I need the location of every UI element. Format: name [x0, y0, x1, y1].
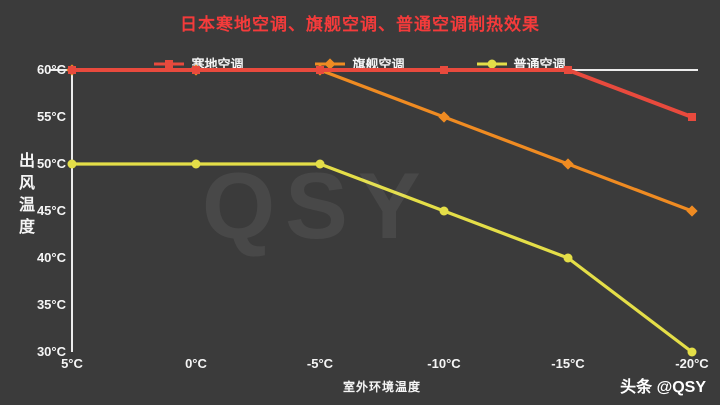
y-tick-label: 55°C	[36, 109, 66, 124]
legend-marker-icon	[315, 57, 346, 70]
data-point	[438, 111, 450, 123]
data-point	[67, 159, 77, 169]
legend-marker-icon	[476, 59, 507, 68]
data-point	[191, 159, 201, 169]
data-point	[562, 158, 574, 170]
x-tick-label: -5°C	[306, 356, 334, 371]
data-point	[564, 66, 572, 74]
legend-marker-icon	[154, 59, 185, 68]
chart-title: 日本寒地空调、旗舰空调、普通空调制热效果	[180, 15, 540, 34]
data-point	[192, 66, 200, 74]
y-axis-label: 出风温度	[16, 152, 33, 240]
x-tick-label: 0°C	[185, 356, 207, 371]
data-point	[686, 205, 698, 217]
x-tick-label: -20°C	[675, 356, 709, 371]
y-tick-label: 45°C	[36, 203, 66, 218]
series-line	[70, 68, 694, 213]
x-axis-label: 室外环境温度	[342, 380, 421, 394]
brand-footer: 头条 @QSY	[620, 379, 706, 396]
y-tick-label: 60°C	[36, 62, 66, 77]
data-point	[688, 113, 696, 121]
data-point	[68, 66, 76, 74]
data-point	[440, 66, 448, 74]
y-tick-label: 40°C	[36, 250, 66, 265]
x-tick-label: -15°C	[551, 356, 585, 371]
series-line	[70, 162, 694, 354]
data-point	[563, 253, 573, 263]
x-tick-label: -10°C	[427, 356, 461, 371]
data-point	[316, 66, 324, 74]
y-tick-label: 35°C	[36, 297, 66, 312]
data-point	[439, 206, 449, 216]
series-line	[70, 68, 694, 119]
x-tick-label: 5°C	[61, 356, 83, 371]
data-point	[687, 347, 697, 357]
y-tick-label: 30°C	[36, 344, 66, 359]
data-point	[315, 159, 325, 169]
y-tick-label: 50°C	[36, 156, 66, 171]
